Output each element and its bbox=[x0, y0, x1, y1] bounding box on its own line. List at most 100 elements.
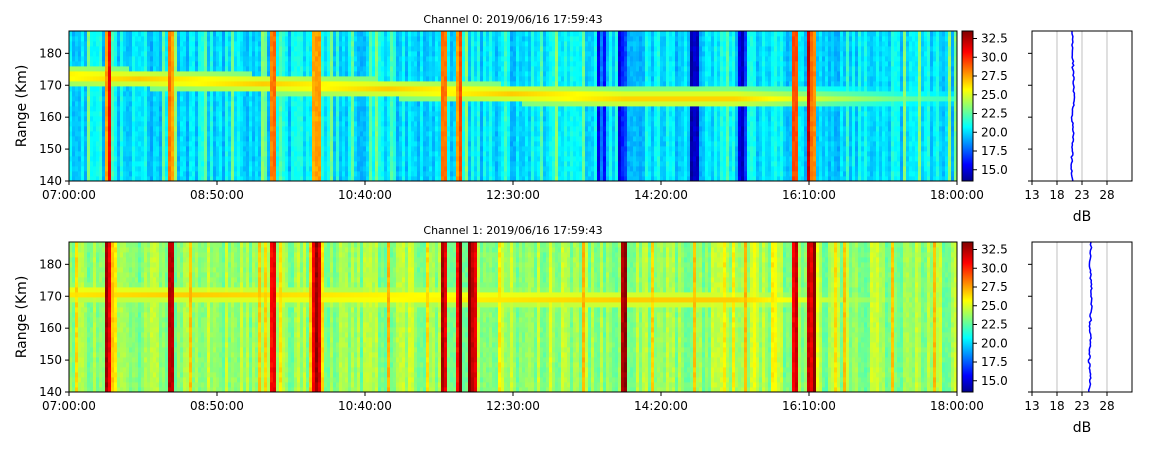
heatmap-cell bbox=[495, 176, 499, 182]
heatmap-cell bbox=[261, 31, 265, 37]
heatmap-cell bbox=[69, 166, 73, 172]
heatmap-cell bbox=[291, 61, 295, 67]
heatmap-cell bbox=[384, 36, 388, 42]
heatmap-cell bbox=[558, 56, 562, 62]
heatmap-cell bbox=[96, 141, 100, 147]
heatmap-cell bbox=[528, 156, 532, 162]
heatmap-cell bbox=[210, 116, 214, 122]
heatmap-cell bbox=[186, 41, 190, 47]
heatmap-cell bbox=[405, 31, 409, 37]
heatmap-cell bbox=[225, 36, 229, 42]
heatmap-cell bbox=[159, 91, 163, 97]
heatmap-cell bbox=[318, 116, 322, 122]
heatmap-cell bbox=[219, 176, 223, 182]
heatmap-cell bbox=[153, 46, 157, 52]
heatmap-cell bbox=[522, 131, 526, 137]
heatmap-cell bbox=[426, 46, 430, 52]
heatmap-cell bbox=[414, 101, 418, 107]
heatmap-cell bbox=[345, 66, 349, 72]
heatmap-cell bbox=[402, 111, 406, 117]
heatmap-cell bbox=[513, 41, 517, 47]
heatmap-cell bbox=[549, 86, 553, 92]
heatmap-cell bbox=[222, 141, 226, 147]
heatmap-cell bbox=[510, 76, 514, 82]
heatmap-cell bbox=[438, 161, 442, 167]
heatmap-cell bbox=[558, 111, 562, 117]
heatmap-cell bbox=[519, 111, 523, 117]
heatmap-cell bbox=[477, 136, 481, 142]
heatmap-cell bbox=[249, 121, 253, 127]
heatmap-cell bbox=[357, 121, 361, 127]
heatmap-cell bbox=[450, 56, 454, 62]
heatmap-cell bbox=[114, 66, 118, 72]
heatmap-cell bbox=[189, 86, 193, 92]
heatmap-cell bbox=[381, 71, 385, 77]
heatmap-cell bbox=[357, 101, 361, 107]
heatmap-cell bbox=[456, 121, 460, 127]
heatmap-cell bbox=[336, 61, 340, 67]
heatmap-cell bbox=[480, 36, 484, 42]
heatmap-cell bbox=[264, 36, 268, 42]
heatmap-cell bbox=[468, 81, 472, 87]
heatmap-cell bbox=[99, 121, 103, 127]
heatmap-cell bbox=[297, 101, 301, 107]
heatmap-cell bbox=[432, 171, 436, 177]
heatmap-cell bbox=[141, 86, 145, 92]
heatmap-cell bbox=[117, 161, 121, 167]
heatmap-cell bbox=[228, 146, 232, 152]
heatmap-cell bbox=[234, 111, 238, 117]
heatmap-cell bbox=[282, 56, 286, 62]
heatmap-cell bbox=[108, 51, 112, 57]
heatmap-cell bbox=[552, 46, 556, 52]
heatmap-cell bbox=[327, 31, 331, 37]
heatmap-cell bbox=[219, 171, 223, 177]
heatmap-cell bbox=[195, 86, 199, 92]
heatmap-cell bbox=[261, 151, 265, 157]
heatmap-cell bbox=[399, 116, 403, 122]
heatmap-cell bbox=[270, 176, 274, 182]
heatmap-cell bbox=[315, 121, 319, 127]
heatmap-cell bbox=[465, 121, 469, 127]
heatmap-cell bbox=[456, 176, 460, 182]
heatmap-cell bbox=[261, 46, 265, 52]
heatmap-cell bbox=[531, 166, 535, 172]
heatmap-cell bbox=[390, 96, 394, 102]
heatmap-cell bbox=[342, 76, 346, 82]
heatmap-cell bbox=[426, 31, 430, 37]
heatmap-cell bbox=[180, 76, 184, 82]
heatmap-cell bbox=[414, 156, 418, 162]
heatmap-cell bbox=[249, 171, 253, 177]
heatmap-cell bbox=[249, 91, 253, 97]
heatmap-cell bbox=[99, 156, 103, 162]
heatmap-cell bbox=[531, 106, 535, 112]
heatmap-cell bbox=[282, 86, 286, 92]
heatmap-cell bbox=[243, 66, 247, 72]
heatmap-cell bbox=[315, 166, 319, 172]
heatmap-cell bbox=[318, 31, 322, 37]
heatmap-cell bbox=[564, 101, 568, 107]
heatmap-cell bbox=[525, 166, 529, 172]
heatmap-cell bbox=[537, 61, 541, 67]
heatmap-cell bbox=[417, 136, 421, 142]
heatmap-cell bbox=[441, 61, 445, 67]
heatmap-cell bbox=[519, 131, 523, 137]
heatmap-cell bbox=[222, 56, 226, 62]
heatmap-cell bbox=[105, 141, 109, 147]
heatmap-cell bbox=[330, 71, 334, 77]
heatmap-cell bbox=[450, 171, 454, 177]
heatmap-cell bbox=[459, 36, 463, 42]
heatmap-cell bbox=[126, 71, 130, 77]
heatmap-cell bbox=[225, 31, 229, 37]
heatmap-cell bbox=[297, 171, 301, 177]
heatmap-cell bbox=[219, 146, 223, 152]
heatmap-cell bbox=[153, 151, 157, 157]
heatmap-cell bbox=[87, 41, 91, 47]
heatmap-cell bbox=[387, 111, 391, 117]
heatmap-cell bbox=[165, 131, 169, 137]
heatmap-cell bbox=[132, 71, 136, 77]
heatmap-cell bbox=[171, 156, 175, 162]
heatmap-cell bbox=[552, 141, 556, 147]
heatmap-cell bbox=[375, 86, 379, 92]
heatmap-cell bbox=[147, 31, 151, 37]
heatmap-cell bbox=[435, 101, 439, 107]
